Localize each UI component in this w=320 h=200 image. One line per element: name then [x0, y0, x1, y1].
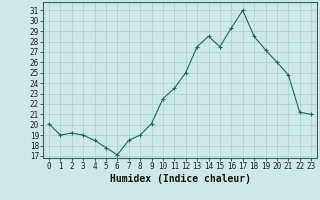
- X-axis label: Humidex (Indice chaleur): Humidex (Indice chaleur): [109, 174, 251, 184]
